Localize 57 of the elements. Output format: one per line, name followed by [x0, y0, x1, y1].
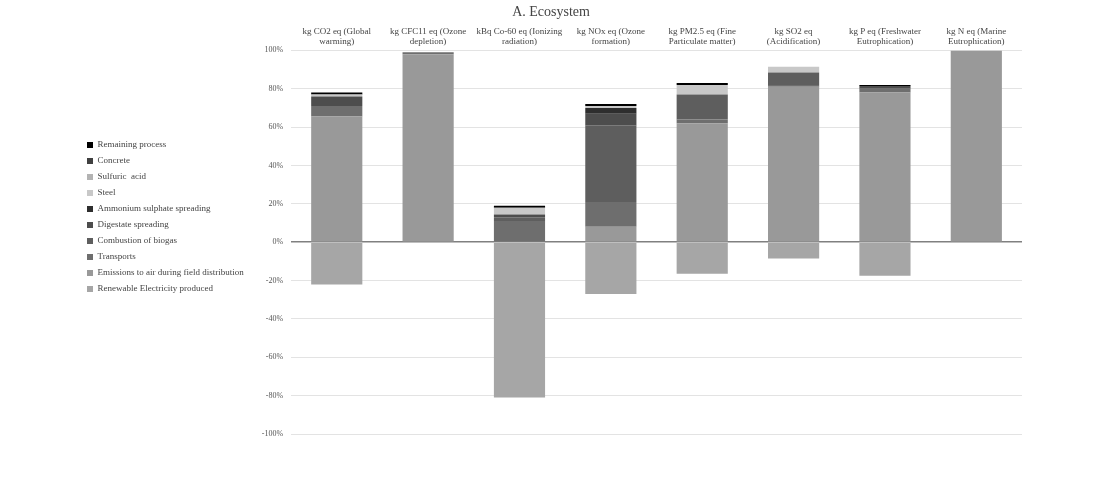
y-tick-label: 20% — [268, 198, 284, 208]
legend-label: Remaining process — [97, 139, 167, 150]
y-tick-label: -100% — [261, 429, 284, 439]
x-tick-label: kBq Co-60 eq (Ionizing radiation) — [476, 25, 563, 47]
bar — [585, 201, 637, 227]
bar — [768, 72, 820, 85]
x-tick-label: kg NOx eq (Ozone formation) — [576, 25, 645, 47]
legend-label: Emissions to air during field distribution — [97, 267, 245, 278]
bar — [311, 96, 363, 107]
bar — [676, 119, 728, 124]
bar — [950, 50, 1002, 242]
chart-title: A. Ecosystem — [512, 4, 590, 20]
bar — [676, 84, 728, 95]
y-tick-label: -80% — [265, 390, 284, 400]
bar — [676, 242, 728, 274]
bar — [585, 113, 637, 126]
y-tick-label: 80% — [268, 83, 284, 93]
bar — [311, 116, 363, 242]
y-tick-label: -20% — [265, 275, 284, 285]
legend-label: Ammonium sulphate spreading — [97, 203, 211, 214]
bar — [493, 214, 546, 218]
bar — [585, 107, 637, 114]
bar — [493, 221, 546, 242]
bar — [676, 123, 728, 242]
legend-label: Steel — [97, 187, 116, 198]
bar — [768, 242, 820, 259]
bar — [402, 54, 454, 242]
bar — [493, 217, 546, 222]
bar — [676, 94, 728, 120]
x-tick-label: kg CFC11 eq (Ozone depletion) — [389, 25, 467, 47]
bar — [311, 106, 363, 117]
y-tick-label: 60% — [268, 122, 284, 132]
y-tick-label: 0% — [272, 237, 284, 247]
legend-label: Sulfuric acid — [97, 171, 147, 182]
bar — [768, 86, 820, 242]
legend-label: Combustion of biogas — [97, 235, 178, 246]
legend-label: Concrete — [97, 155, 130, 166]
legend-label: Digestate spreading — [97, 219, 170, 230]
legend-label: Transports — [97, 251, 137, 262]
bar — [859, 242, 911, 276]
x-tick-label: kg PM2.5 eq (Fine Particulate matter) — [668, 25, 736, 47]
bar — [585, 242, 637, 294]
x-tick-label: kg CO2 eq (Global warming) — [302, 25, 372, 47]
bar — [585, 226, 637, 242]
bar — [859, 92, 911, 242]
y-tick-label: 100% — [264, 45, 284, 55]
bar — [493, 242, 546, 398]
y-tick-label: -40% — [265, 314, 284, 324]
y-tick-label: 40% — [268, 160, 284, 170]
legend-label: Renewable Electricity produced — [97, 283, 214, 294]
x-tick-label: kg N eq (Marine Eutrophication) — [946, 25, 1007, 47]
x-tick-label: kg P eq (Freshwater Eutrophication) — [849, 25, 921, 47]
bar — [859, 88, 911, 93]
bar — [585, 125, 637, 202]
y-tick-label: -60% — [265, 352, 284, 362]
bar — [311, 242, 363, 285]
x-tick-label: kg SO2 eq (Acidification) — [766, 25, 821, 47]
